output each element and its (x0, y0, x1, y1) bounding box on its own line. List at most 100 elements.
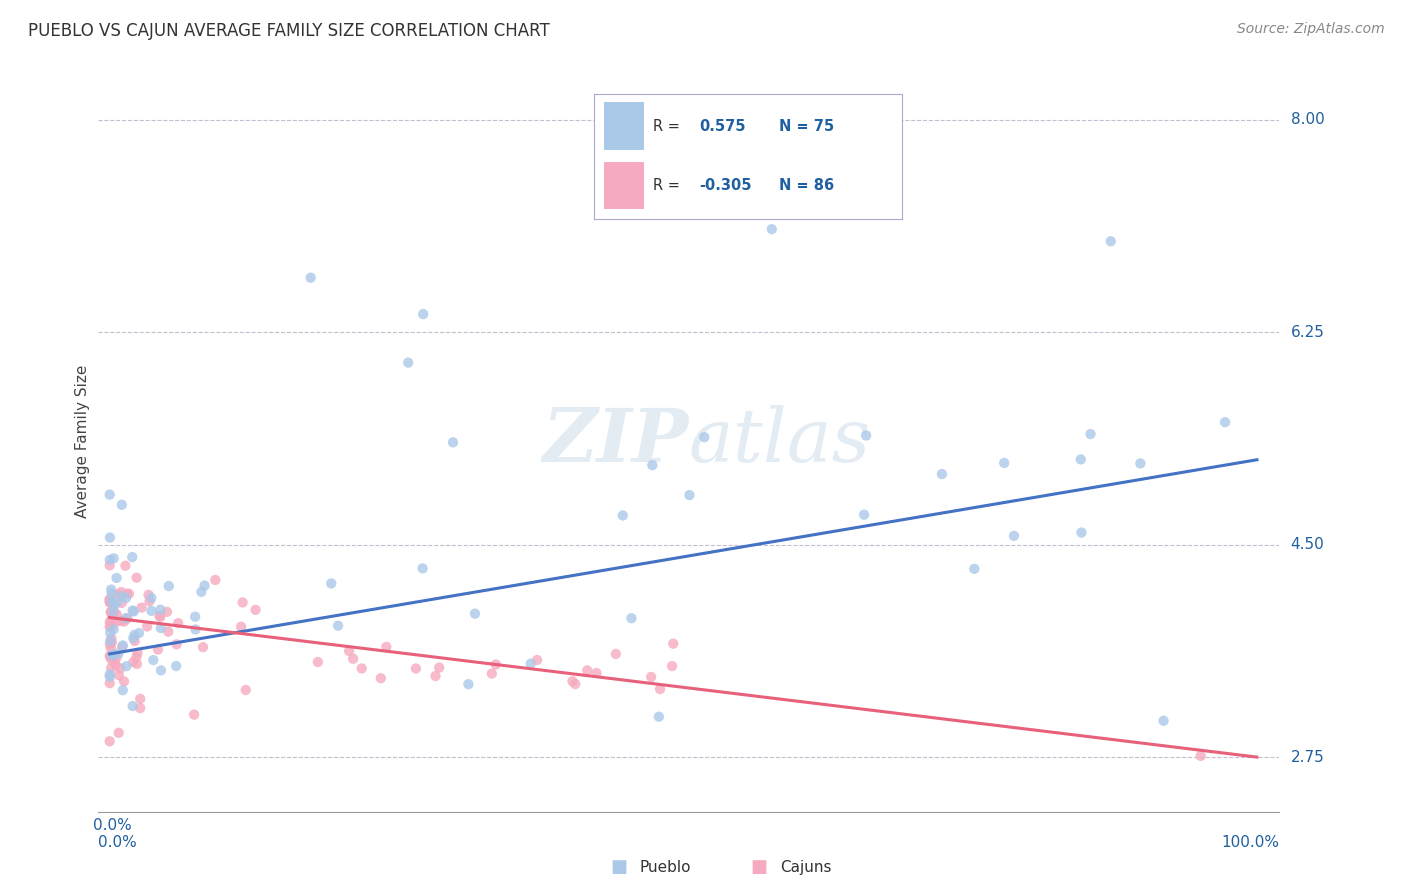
Point (103, 623, 125, 637)
Point (103, 648, 125, 662)
Point (1129, 456, 1152, 470)
Point (157, 579, 180, 593)
Point (136, 619, 159, 633)
Point (125, 650, 148, 665)
Point (131, 600, 153, 615)
Bar (603, 161, 644, 210)
Point (107, 587, 129, 601)
Point (183, 707, 205, 722)
Point (190, 585, 212, 599)
Point (138, 594, 160, 608)
Point (100, 594, 122, 608)
Point (100, 618, 122, 632)
Point (375, 640, 398, 654)
Point (112, 674, 135, 689)
Point (678, 488, 700, 502)
Point (396, 356, 419, 370)
Text: Pueblo: Pueblo (640, 860, 692, 874)
Point (103, 551, 125, 566)
Point (112, 615, 135, 629)
Point (111, 498, 134, 512)
Text: -0.305: -0.305 (699, 178, 751, 193)
Point (111, 596, 134, 610)
Point (519, 657, 541, 671)
Text: ■: ■ (610, 858, 627, 876)
Point (855, 428, 877, 442)
Point (481, 666, 503, 681)
Point (121, 699, 143, 714)
Text: 0.0%: 0.0% (93, 818, 131, 833)
Point (412, 307, 434, 321)
Point (963, 562, 986, 576)
Point (640, 670, 662, 684)
Point (103, 605, 125, 619)
Point (98, 620, 121, 634)
Point (98, 553, 121, 567)
Point (585, 665, 607, 680)
Point (98, 488, 121, 502)
Point (612, 508, 634, 523)
Point (100, 661, 122, 675)
Point (100, 611, 122, 625)
Point (661, 659, 683, 673)
Point (648, 681, 671, 696)
Point (124, 628, 146, 642)
Point (100, 618, 122, 632)
Point (138, 588, 160, 602)
Point (1153, 714, 1175, 728)
Point (98, 595, 121, 609)
Point (115, 611, 138, 625)
Point (122, 655, 145, 669)
Point (307, 655, 329, 669)
Point (110, 614, 132, 628)
Y-axis label: Average Family Size: Average Family Size (75, 365, 90, 518)
Point (98, 531, 121, 545)
Point (648, 709, 671, 723)
Point (110, 585, 132, 599)
Point (127, 646, 149, 660)
Point (101, 635, 124, 649)
Point (98, 596, 121, 610)
Text: 100.0%: 100.0% (1222, 836, 1279, 850)
Text: R =: R = (652, 178, 685, 193)
Point (526, 653, 548, 667)
Point (1070, 452, 1092, 467)
Point (149, 621, 172, 635)
Point (321, 576, 343, 591)
Point (146, 642, 169, 657)
Point (125, 657, 148, 671)
Point (576, 664, 599, 678)
Point (98, 558, 121, 573)
Bar (603, 103, 644, 150)
Point (98, 637, 121, 651)
Point (98, 615, 121, 629)
Point (761, 222, 783, 236)
Point (105, 615, 128, 629)
Point (156, 605, 179, 619)
Text: ZIP: ZIP (543, 405, 689, 478)
Point (245, 603, 267, 617)
Text: Cajuns: Cajuns (780, 860, 832, 874)
Point (98, 667, 121, 681)
Point (229, 620, 252, 634)
Point (441, 435, 464, 450)
Point (157, 624, 180, 639)
Point (141, 591, 163, 605)
Point (853, 508, 876, 522)
Point (191, 640, 214, 655)
Point (485, 657, 508, 672)
Point (326, 618, 349, 632)
Point (184, 623, 207, 637)
Point (103, 598, 125, 612)
Point (105, 596, 128, 610)
Point (101, 604, 124, 618)
Point (412, 561, 434, 575)
Point (337, 644, 360, 658)
Point (98, 648, 121, 663)
Point (110, 661, 132, 675)
Point (149, 610, 172, 624)
Point (98, 734, 121, 748)
Point (115, 587, 138, 601)
Point (115, 591, 138, 605)
Point (235, 683, 257, 698)
